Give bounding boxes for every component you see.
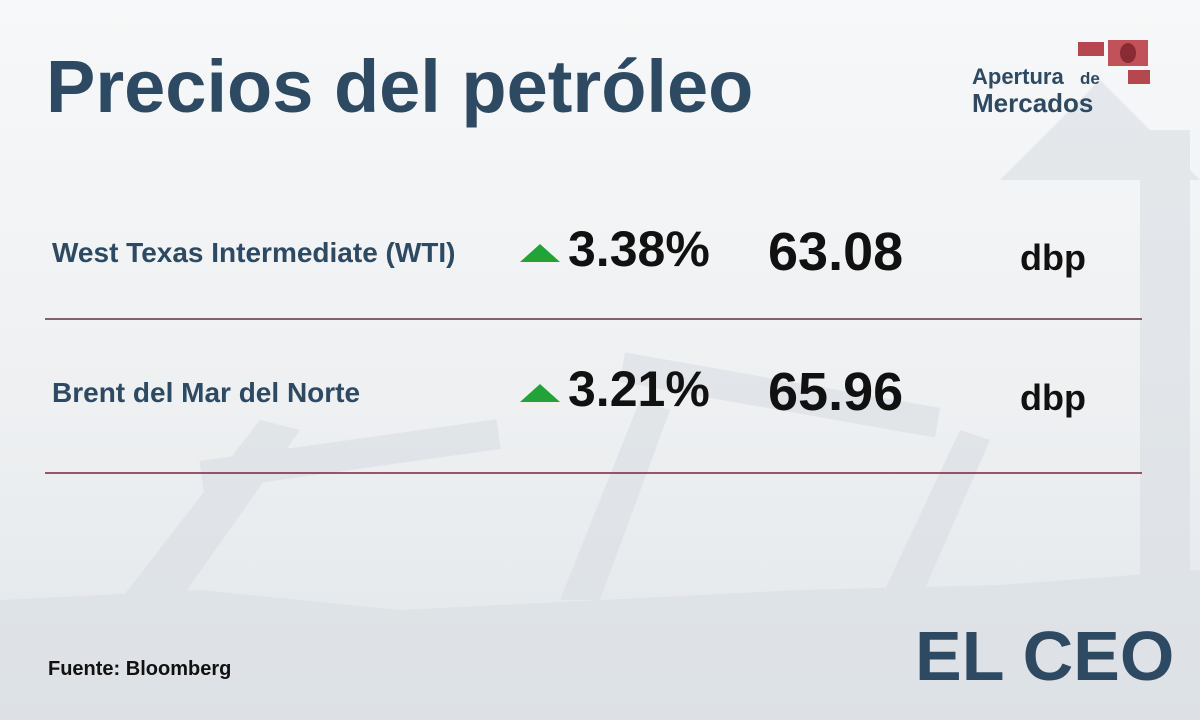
price: 65.96: [768, 362, 903, 422]
background-art: [0, 80, 1200, 720]
unit: dbp: [1020, 377, 1086, 418]
source: Fuente: Bloomberg: [48, 658, 231, 680]
up-arrow: [520, 244, 560, 262]
row-name: Brent del Mar del Norte: [52, 377, 360, 408]
title: Precios del petróleo: [46, 45, 753, 128]
price: 63.08: [768, 222, 903, 282]
logo-icon: [1078, 40, 1150, 84]
row-name: West Texas Intermediate (WTI): [52, 237, 456, 268]
unit: dbp: [1020, 237, 1086, 278]
logo-line1b: de: [1080, 69, 1100, 88]
brand: EL CEO: [915, 617, 1174, 695]
logo-line2: Mercados: [972, 88, 1093, 118]
up-arrow: [520, 384, 560, 402]
change: 3.21%: [568, 361, 710, 417]
price-table: West Texas Intermediate (WTI) 3.38% 63.08 d…: [45, 221, 1142, 474]
logo-line1: Apertura: [972, 64, 1064, 89]
change: 3.38%: [568, 221, 710, 277]
